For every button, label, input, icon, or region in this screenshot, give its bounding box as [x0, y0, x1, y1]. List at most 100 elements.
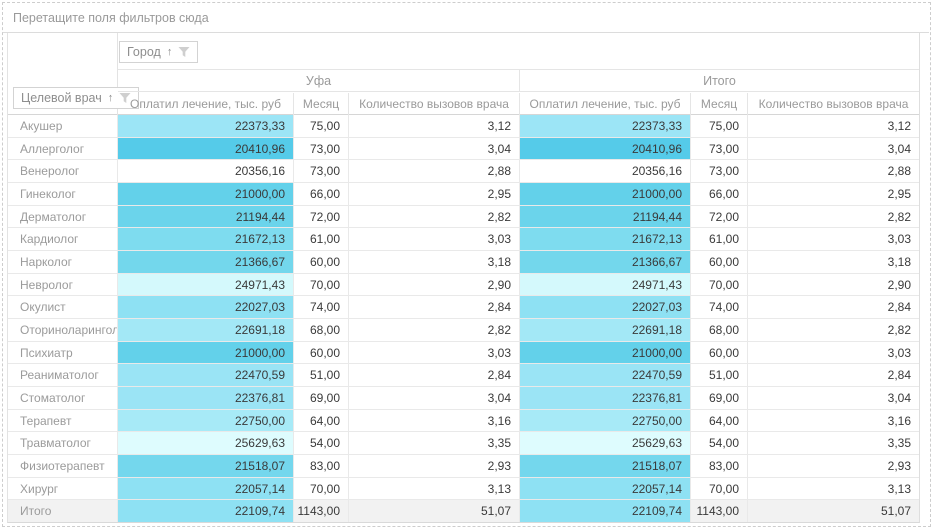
- paid-cell-ufa: 21672,13: [118, 228, 294, 250]
- month-cell-ufa: 70,00: [294, 274, 349, 296]
- total-row: Итого22109,741143,0051,0722109,741143,00…: [8, 500, 919, 522]
- row-label-cell: Кардиолог: [8, 228, 118, 250]
- month-cell-ufa: 60,00: [294, 342, 349, 364]
- month-cell-ufa: 75,00: [294, 115, 349, 137]
- row-label-cell: Аллерголог: [8, 138, 118, 160]
- table-row: Кардиолог21672,1361,003,0321672,1361,003…: [8, 228, 919, 251]
- paid-cell-ufa: 21000,00: [118, 183, 294, 205]
- table-row: Физиотерапевт21518,0783,002,9321518,0783…: [8, 455, 919, 478]
- column-header-month-ufa: Месяц: [294, 93, 349, 115]
- calls-cell-ufa: 3,18: [349, 251, 520, 273]
- paid-cell-total: 25629,63: [520, 432, 691, 454]
- row-label-cell: Оториноларинголог: [8, 319, 118, 341]
- paid-cell-ufa: 21518,07: [118, 455, 294, 477]
- calls-cell-ufa: 2,88: [349, 160, 520, 182]
- month-cell-ufa: 64,00: [294, 410, 349, 432]
- measure-header-row: Оплатил лечение, тыс. руб Месяц Количест…: [118, 93, 919, 115]
- row-label-cell: Невролог: [8, 274, 118, 296]
- row-label-cell: Акушер: [8, 115, 118, 137]
- calls-cell-total: 3,13: [748, 478, 919, 500]
- calls-cell-total: 2,95: [748, 183, 919, 205]
- paid-cell-ufa: 22057,14: [118, 478, 294, 500]
- calls-cell-total: 2,82: [748, 206, 919, 228]
- calls-cell-ufa: 3,03: [349, 342, 520, 364]
- calls-cell-ufa: 2,90: [349, 274, 520, 296]
- paid-cell-total: 22109,74: [520, 500, 691, 522]
- filter-funnel-icon[interactable]: [178, 46, 190, 58]
- month-cell-total: 54,00: [691, 432, 748, 454]
- paid-cell-total: 21000,00: [520, 183, 691, 205]
- month-cell-total: 68,00: [691, 319, 748, 341]
- row-label-cell: Травматолог: [8, 432, 118, 454]
- month-cell-total: 74,00: [691, 296, 748, 318]
- month-cell-ufa: 70,00: [294, 478, 349, 500]
- paid-cell-total: 22027,03: [520, 296, 691, 318]
- column-header-paid-total: Оплатил лечение, тыс. руб: [520, 93, 691, 115]
- month-cell-total: 64,00: [691, 410, 748, 432]
- month-cell-total: 66,00: [691, 183, 748, 205]
- sort-ascending-icon[interactable]: ↑: [108, 93, 114, 104]
- paid-cell-total: 22691,18: [520, 319, 691, 341]
- month-cell-ufa: 83,00: [294, 455, 349, 477]
- paid-cell-ufa: 22027,03: [118, 296, 294, 318]
- column-fields-area[interactable]: Город ↑: [118, 33, 919, 69]
- row-label-cell: Терапевт: [8, 410, 118, 432]
- paid-cell-ufa: 25629,63: [118, 432, 294, 454]
- table-row: Окулист22027,0374,002,8422027,0374,002,8…: [8, 296, 919, 319]
- calls-cell-total: 2,84: [748, 296, 919, 318]
- sort-ascending-icon[interactable]: ↑: [167, 47, 173, 58]
- calls-cell-ufa: 3,35: [349, 432, 520, 454]
- month-cell-total: 61,00: [691, 228, 748, 250]
- month-cell-total: 1143,00: [691, 500, 748, 522]
- paid-cell-total: 21366,67: [520, 251, 691, 273]
- paid-cell-total: 24971,43: [520, 274, 691, 296]
- paid-cell-total: 22470,59: [520, 364, 691, 386]
- month-cell-total: 51,00: [691, 364, 748, 386]
- column-header-paid-ufa: Оплатил лечение, тыс. руб: [118, 93, 294, 115]
- calls-cell-total: 2,82: [748, 319, 919, 341]
- column-group-header-row: Уфа Итого: [118, 69, 919, 92]
- calls-cell-ufa: 2,82: [349, 206, 520, 228]
- calls-cell-ufa: 3,04: [349, 138, 520, 160]
- paid-cell-ufa: 22109,74: [118, 500, 294, 522]
- group-header-ufa: Уфа: [118, 70, 520, 91]
- column-header-calls-ufa: Количество вызовов врача: [349, 93, 520, 115]
- group-header-total: Итого: [520, 70, 919, 91]
- calls-cell-ufa: 2,84: [349, 364, 520, 386]
- month-cell-ufa: 68,00: [294, 319, 349, 341]
- row-label-cell: Физиотерапевт: [8, 455, 118, 477]
- calls-cell-total: 2,88: [748, 160, 919, 182]
- row-label-cell: Окулист: [8, 296, 118, 318]
- month-cell-total: 83,00: [691, 455, 748, 477]
- paid-cell-ufa: 22470,59: [118, 364, 294, 386]
- pivot-grid-widget: Перетащите поля фильтров сюда Целевой вр…: [0, 0, 933, 529]
- table-row: Нарколог21366,6760,003,1821366,6760,003,…: [8, 251, 919, 274]
- month-cell-total: 73,00: [691, 138, 748, 160]
- paid-cell-total: 21000,00: [520, 342, 691, 364]
- paid-cell-ufa: 24971,43: [118, 274, 294, 296]
- paid-cell-ufa: 22376,81: [118, 387, 294, 409]
- table-row: Стоматолог22376,8169,003,0422376,8169,00…: [8, 387, 919, 410]
- paid-cell-ufa: 22691,18: [118, 319, 294, 341]
- paid-cell-total: 22057,14: [520, 478, 691, 500]
- filter-fields-drop-area[interactable]: Перетащите поля фильтров сюда: [3, 3, 929, 33]
- row-label-cell: Итого: [8, 500, 118, 522]
- month-cell-total: 73,00: [691, 160, 748, 182]
- paid-cell-ufa: 21194,44: [118, 206, 294, 228]
- field-chip-city[interactable]: Город ↑: [119, 41, 198, 63]
- calls-cell-total: 3,03: [748, 342, 919, 364]
- calls-cell-ufa: 3,13: [349, 478, 520, 500]
- month-cell-ufa: 73,00: [294, 160, 349, 182]
- paid-cell-ufa: 22373,33: [118, 115, 294, 137]
- row-label-cell: Нарколог: [8, 251, 118, 273]
- month-cell-total: 70,00: [691, 478, 748, 500]
- table-row: Реаниматолог22470,5951,002,8422470,5951,…: [8, 364, 919, 387]
- paid-cell-total: 21672,13: [520, 228, 691, 250]
- paid-cell-ufa: 22750,00: [118, 410, 294, 432]
- table-row: Дерматолог21194,4472,002,8221194,4472,00…: [8, 206, 919, 229]
- paid-cell-ufa: 20356,16: [118, 160, 294, 182]
- row-fields-area[interactable]: Целевой врач ↑: [8, 33, 118, 115]
- row-label-cell: Хирург: [8, 478, 118, 500]
- paid-cell-ufa: 20410,96: [118, 138, 294, 160]
- month-cell-total: 72,00: [691, 206, 748, 228]
